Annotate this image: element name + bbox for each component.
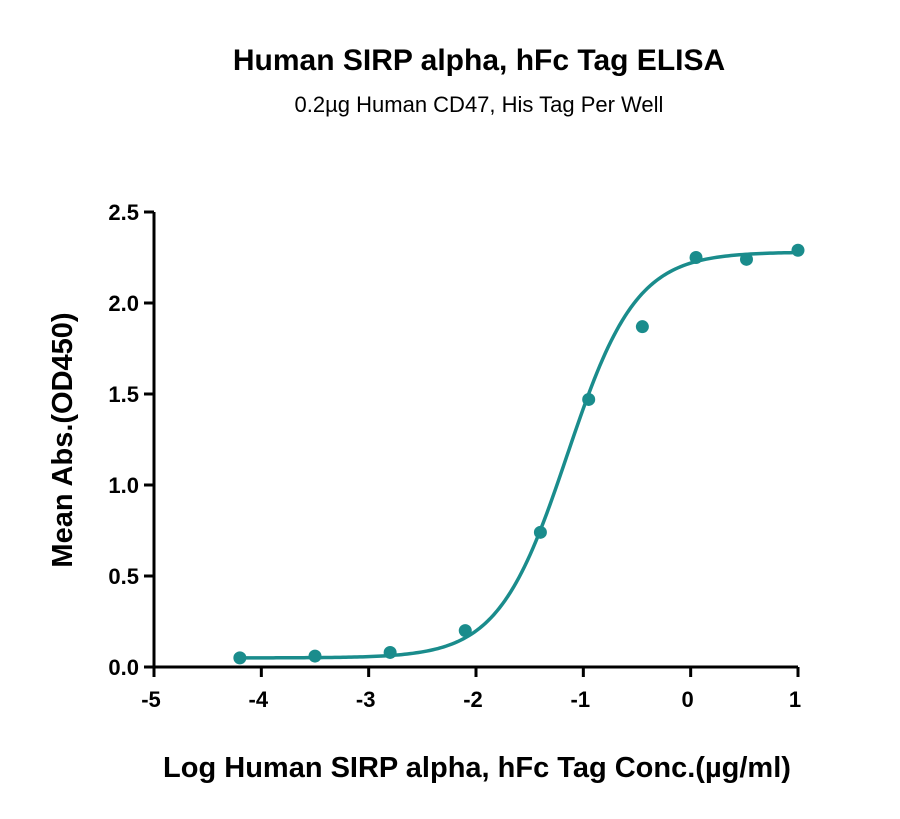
- y-tick-label: 2.5: [108, 200, 139, 225]
- x-tick-label: -5: [141, 687, 161, 712]
- data-point: [458, 624, 472, 638]
- data-point: [739, 252, 753, 266]
- x-tick-label: 1: [789, 687, 801, 712]
- y-tick-label: 0.0: [108, 655, 139, 680]
- data-point: [233, 651, 247, 665]
- data-point: [308, 649, 322, 663]
- y-axis-title: Mean Abs.(OD450): [47, 312, 79, 567]
- x-axis: -5 -4 -3 -2 -1 0 1: [141, 665, 801, 712]
- data-point: [533, 525, 547, 539]
- fit-curve: [239, 250, 799, 660]
- data-point: [582, 392, 596, 406]
- x-tick-label: -3: [356, 687, 376, 712]
- data-point: [791, 243, 805, 257]
- y-tick-label: 2.0: [108, 291, 139, 316]
- data-point: [383, 645, 397, 659]
- x-tick-label: -4: [249, 687, 269, 712]
- data-point: [635, 320, 649, 334]
- x-tick-label: -2: [463, 687, 483, 712]
- x-tick-label: -1: [571, 687, 591, 712]
- data-point: [689, 251, 703, 264]
- y-tick-label: 1.0: [108, 473, 139, 498]
- x-tick-label: 0: [682, 687, 694, 712]
- y-tick-label: 0.5: [108, 564, 139, 589]
- chart-title: Human SIRP alpha, hFc Tag ELISA: [233, 44, 725, 77]
- chart-subtitle: 0.2µg Human CD47, His Tag Per Well: [295, 92, 664, 117]
- x-axis-title: Log Human SIRP alpha, hFc Tag Conc.(µg/m…: [163, 752, 791, 784]
- y-tick-label: 1.5: [108, 382, 139, 407]
- data-points: [233, 243, 805, 665]
- y-axis: 0.0 0.5 1.0 1.5 2.0 2.5: [108, 200, 156, 680]
